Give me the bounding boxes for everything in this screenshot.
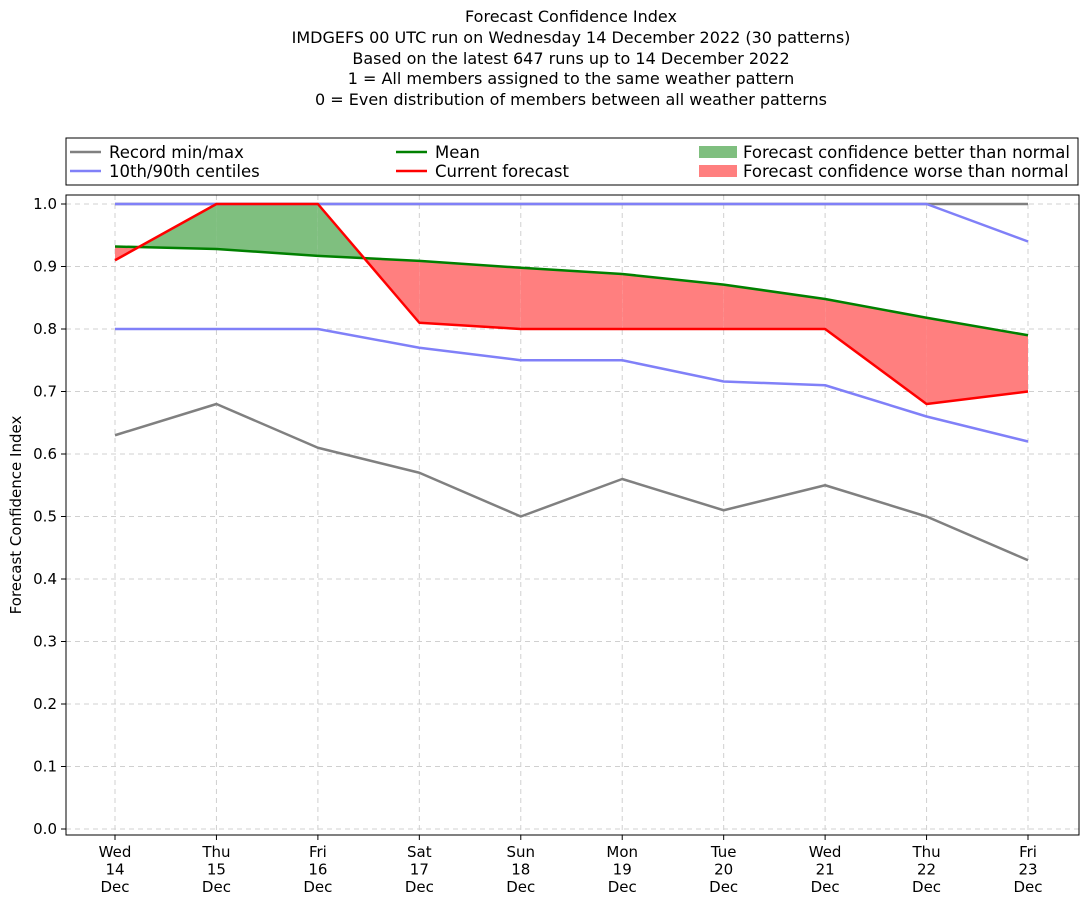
chart-title: Forecast Confidence Index (465, 7, 677, 26)
x-tick-label-line: Mon (606, 843, 638, 861)
x-tick-label-line: Fri (1019, 843, 1037, 861)
worse-than-normal-fill (825, 299, 927, 404)
legend-frame (65, 137, 1079, 186)
x-tick-label-line: 16 (308, 861, 327, 879)
worse-than-normal-fill (926, 317, 1028, 404)
legend-swatch-patch (699, 165, 737, 177)
mean-line (114, 245, 1029, 337)
plot-frame (65, 194, 1080, 836)
x-tick-label-line: 23 (1018, 861, 1037, 879)
x-tick-label-line: Dec (811, 878, 840, 896)
x-tick-label: Fri 23 Dec (1013, 843, 1042, 896)
x-tick-label-line: Dec (506, 878, 535, 896)
x-tick-label-line: Thu (201, 843, 230, 861)
y-tick-label: 0.7 (33, 383, 57, 401)
x-tick-label: Wed 21 Dec (809, 843, 842, 896)
x-tick-label-line: Dec (202, 878, 231, 896)
x-tick-label-line: Dec (608, 878, 637, 896)
x-tick-label: Sat 17 Dec (405, 843, 434, 896)
x-tick-label-line: 15 (207, 861, 226, 879)
x-tick-label-line: Sun (507, 843, 536, 861)
record-min-line (114, 402, 1029, 562)
fill-layer (115, 204, 1028, 404)
y-tick-label: 0.8 (33, 320, 57, 338)
x-tick-label-line: 17 (410, 861, 429, 879)
x-tick-label-line: Fri (309, 843, 327, 861)
chart-subtitle-1: IMDGEFS 00 UTC run on Wednesday 14 Decem… (291, 27, 851, 47)
x-tick-label-line: 22 (917, 861, 936, 879)
x-tick-label-line: Dec (405, 878, 434, 896)
better-than-normal-fill (216, 204, 318, 256)
chart-title-block: Forecast Confidence Index IMDGEFS 00 UTC… (0, 7, 1092, 111)
x-tick-label-line: Tue (710, 843, 737, 861)
legend-label: Forecast confidence worse than normal (743, 162, 1069, 181)
y-tick-label: 0.6 (33, 445, 57, 463)
y-tick-label: 0.2 (33, 695, 57, 713)
y-tick-label: 0.5 (33, 508, 57, 526)
x-tick-label: Thu 15 Dec (201, 843, 231, 896)
y-axis-label: Forecast Confidence Index (7, 416, 25, 615)
chart-subtitle-4: 0 = Even distribution of members between… (314, 90, 828, 110)
x-tick-label-line: Dec (1013, 878, 1042, 896)
y-tick-label: 0.3 (33, 633, 57, 651)
legend-label: Mean (435, 143, 480, 162)
x-tick-label-line: 14 (105, 861, 124, 879)
chart-subtitle-2: Based on the latest 647 runs up to 14 De… (352, 48, 790, 68)
y-tick-label: 0.1 (33, 758, 57, 776)
x-tick-label-line: Wed (809, 843, 842, 861)
y-tick-label: 0.9 (33, 258, 57, 276)
x-tick-label-line: Dec (709, 878, 738, 896)
centile-10-line (115, 327, 1029, 443)
legend-label: Current forecast (435, 162, 569, 181)
x-tick-label-line: Sat (407, 843, 432, 861)
x-tick-label-line: Dec (912, 878, 941, 896)
x-tick-label: Fri 16 Dec (303, 843, 332, 896)
legend-label: Record min/max (109, 143, 244, 162)
x-tick-label-line: Thu (911, 843, 940, 861)
worse-than-normal-fill (419, 260, 521, 329)
x-tick-label-line: 20 (714, 861, 733, 879)
line-layer (114, 202, 1029, 562)
x-tick-label: Sun 18 Dec (506, 843, 535, 896)
x-tick-label-line: 18 (511, 861, 530, 879)
y-tick-label: 1.0 (33, 195, 57, 213)
x-tick-label: Wed 14 Dec (99, 843, 132, 896)
worse-than-normal-fill (622, 274, 724, 329)
x-tick-label-line: Dec (100, 878, 129, 896)
legend-label: Forecast confidence better than normal (743, 143, 1070, 162)
worse-than-normal-fill (520, 267, 623, 329)
y-tick-label: 0.4 (33, 570, 57, 588)
y-tick-label: 0.0 (33, 820, 57, 838)
x-tick-label-line: 21 (816, 861, 835, 879)
current-forecast-line (114, 202, 1029, 406)
x-tick-label: Mon 19 Dec (606, 843, 638, 896)
x-tick-label-line: 19 (613, 861, 632, 879)
x-tick-label: Thu 22 Dec (911, 843, 941, 896)
x-tick-label-line: Dec (303, 878, 332, 896)
x-tick-label: Tue 20 Dec (709, 843, 738, 896)
chart-subtitle-3: 1 = All members assigned to the same wea… (347, 69, 795, 89)
legend-swatch-patch (699, 146, 737, 158)
legend-label: 10th/90th centiles (109, 162, 260, 181)
x-tick-label-line: Wed (99, 843, 132, 861)
